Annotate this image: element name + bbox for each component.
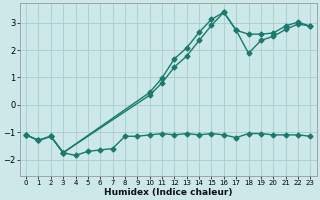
- X-axis label: Humidex (Indice chaleur): Humidex (Indice chaleur): [104, 188, 232, 197]
